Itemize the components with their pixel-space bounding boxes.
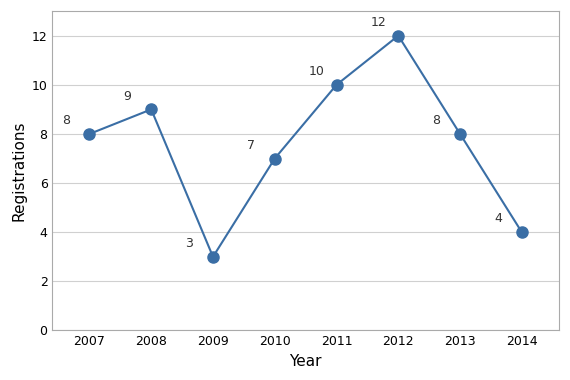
- Text: 8: 8: [62, 114, 70, 127]
- Text: 10: 10: [309, 65, 324, 78]
- Text: 12: 12: [370, 16, 386, 29]
- Y-axis label: Registrations: Registrations: [11, 120, 26, 221]
- X-axis label: Year: Year: [290, 354, 322, 369]
- Text: 7: 7: [247, 139, 255, 152]
- Text: 4: 4: [494, 212, 502, 225]
- Text: 3: 3: [185, 237, 193, 250]
- Text: 8: 8: [432, 114, 440, 127]
- Text: 9: 9: [124, 90, 131, 103]
